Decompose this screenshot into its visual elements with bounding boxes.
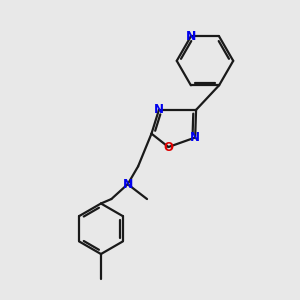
Text: N: N <box>186 30 196 43</box>
Text: O: O <box>164 140 173 154</box>
Text: N: N <box>122 178 133 191</box>
Text: N: N <box>190 131 200 144</box>
Text: N: N <box>154 103 164 116</box>
